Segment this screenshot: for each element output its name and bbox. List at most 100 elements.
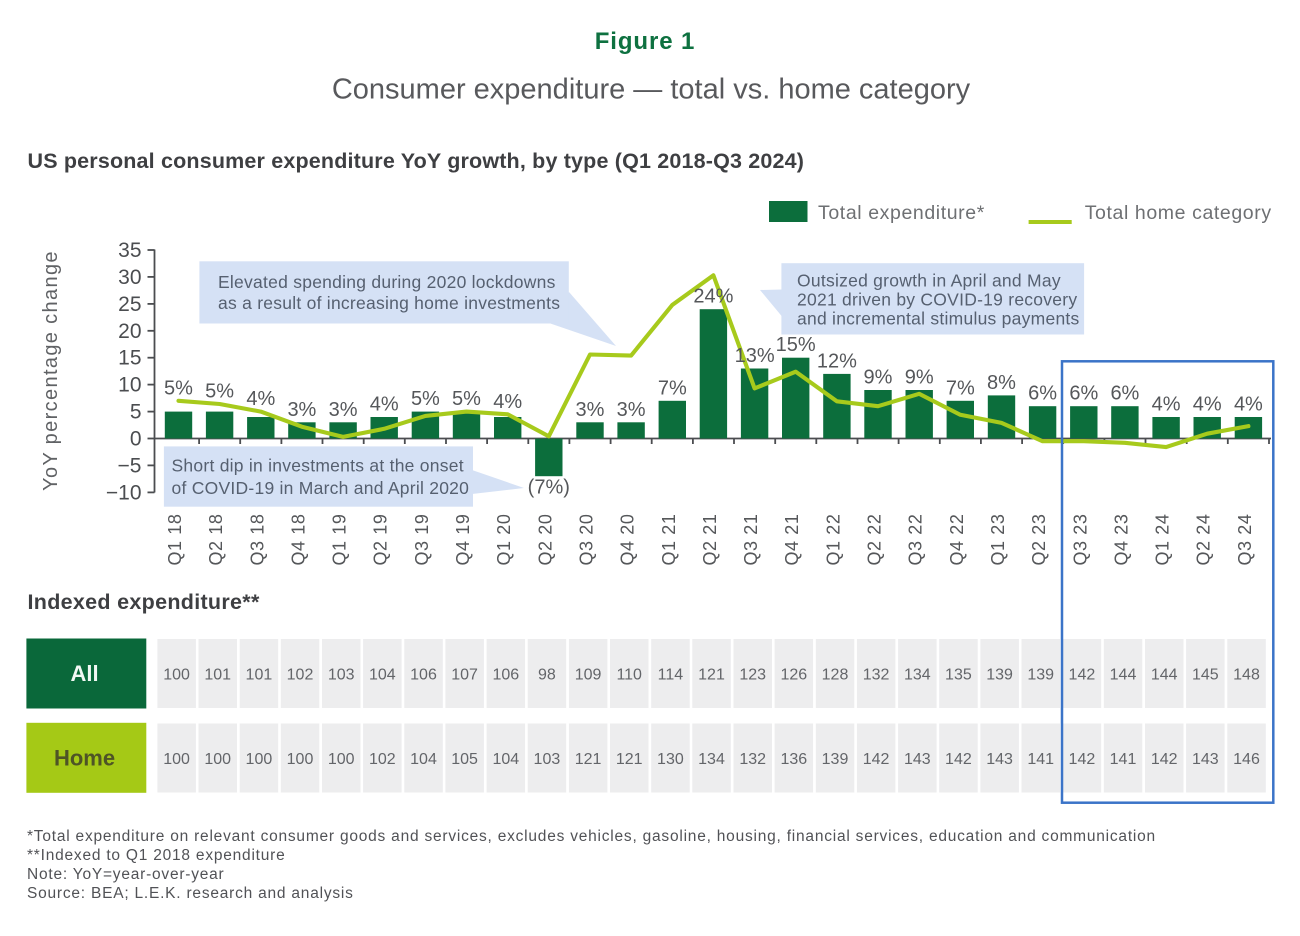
svg-text:6%: 6% bbox=[1028, 383, 1057, 405]
svg-text:3%: 3% bbox=[329, 399, 358, 421]
svg-text:106: 106 bbox=[492, 667, 519, 684]
svg-text:128: 128 bbox=[822, 667, 849, 684]
svg-text:107: 107 bbox=[451, 667, 478, 684]
svg-text:139: 139 bbox=[986, 667, 1013, 684]
svg-text:Q4 23: Q4 23 bbox=[1111, 514, 1131, 566]
svg-text:as a result of increasing home: as a result of increasing home investmen… bbox=[218, 293, 560, 313]
svg-text:134: 134 bbox=[698, 751, 725, 768]
svg-text:142: 142 bbox=[863, 751, 890, 768]
svg-text:144: 144 bbox=[1151, 667, 1178, 684]
svg-text:Source: BEA; L.E.K. research a: Source: BEA; L.E.K. research and analysi… bbox=[27, 885, 354, 902]
svg-text:103: 103 bbox=[534, 751, 561, 768]
svg-text:105: 105 bbox=[451, 751, 478, 768]
svg-text:4%: 4% bbox=[1234, 394, 1263, 416]
svg-text:104: 104 bbox=[492, 751, 519, 768]
svg-text:98: 98 bbox=[538, 667, 556, 684]
svg-text:13%: 13% bbox=[735, 345, 775, 367]
svg-text:102: 102 bbox=[369, 751, 396, 768]
svg-text:Q3 22: Q3 22 bbox=[906, 514, 926, 566]
svg-text:Q1 24: Q1 24 bbox=[1153, 514, 1173, 566]
svg-text:20: 20 bbox=[118, 320, 141, 343]
svg-text:and incremental stimulus payme: and incremental stimulus payments bbox=[797, 309, 1080, 329]
svg-text:144: 144 bbox=[1110, 667, 1137, 684]
svg-text:148: 148 bbox=[1233, 667, 1260, 684]
svg-text:Q2 24: Q2 24 bbox=[1194, 514, 1214, 566]
svg-text:Total home category: Total home category bbox=[1085, 202, 1272, 224]
svg-text:5%: 5% bbox=[452, 388, 481, 410]
svg-text:106: 106 bbox=[410, 667, 437, 684]
svg-text:Q2 22: Q2 22 bbox=[865, 514, 885, 566]
svg-text:5%: 5% bbox=[164, 377, 193, 399]
svg-text:121: 121 bbox=[616, 751, 643, 768]
svg-text:142: 142 bbox=[1151, 751, 1178, 768]
svg-text:100: 100 bbox=[287, 751, 314, 768]
svg-text:Q3 20: Q3 20 bbox=[577, 514, 597, 566]
svg-text:4%: 4% bbox=[493, 391, 522, 413]
svg-text:Q1 22: Q1 22 bbox=[823, 514, 843, 566]
svg-text:139: 139 bbox=[822, 751, 849, 768]
svg-text:Q4 18: Q4 18 bbox=[288, 514, 308, 566]
svg-text:146: 146 bbox=[1233, 751, 1260, 768]
svg-text:126: 126 bbox=[780, 667, 807, 684]
svg-text:(7%): (7%) bbox=[528, 477, 570, 499]
svg-text:3%: 3% bbox=[576, 399, 605, 421]
svg-text:121: 121 bbox=[575, 751, 602, 768]
svg-text:100: 100 bbox=[246, 751, 273, 768]
svg-text:Elevated spending during 2020: Elevated spending during 2020 lockdowns bbox=[218, 272, 556, 292]
svg-text:US personal consumer expenditu: US personal consumer expenditure YoY gro… bbox=[28, 149, 805, 173]
svg-text:Q4 22: Q4 22 bbox=[947, 514, 967, 566]
svg-text:Total expenditure*: Total expenditure* bbox=[818, 202, 985, 224]
svg-text:5%: 5% bbox=[205, 381, 234, 403]
svg-text:Q2 21: Q2 21 bbox=[700, 514, 720, 566]
svg-text:24%: 24% bbox=[693, 286, 733, 308]
svg-text:143: 143 bbox=[904, 751, 931, 768]
svg-text:104: 104 bbox=[369, 667, 396, 684]
svg-text:30: 30 bbox=[118, 266, 141, 289]
svg-text:104: 104 bbox=[410, 751, 437, 768]
svg-text:All: All bbox=[70, 661, 98, 686]
svg-text:Q3 19: Q3 19 bbox=[412, 514, 432, 566]
svg-text:−10: −10 bbox=[106, 481, 142, 504]
svg-text:Q4 19: Q4 19 bbox=[453, 514, 473, 566]
svg-text:103: 103 bbox=[328, 667, 355, 684]
svg-text:142: 142 bbox=[1069, 667, 1096, 684]
svg-text:Q1 21: Q1 21 bbox=[659, 514, 679, 566]
svg-text:114: 114 bbox=[658, 667, 684, 684]
svg-text:141: 141 bbox=[1110, 751, 1137, 768]
svg-text:145: 145 bbox=[1192, 667, 1219, 684]
svg-text:Q1 18: Q1 18 bbox=[165, 514, 185, 566]
svg-text:143: 143 bbox=[986, 751, 1013, 768]
svg-text:15: 15 bbox=[118, 347, 141, 370]
svg-text:4%: 4% bbox=[246, 388, 275, 410]
svg-text:15%: 15% bbox=[776, 334, 816, 356]
svg-text:25: 25 bbox=[118, 293, 141, 316]
svg-text:135: 135 bbox=[945, 667, 972, 684]
svg-text:Q1 23: Q1 23 bbox=[988, 514, 1008, 566]
svg-text:100: 100 bbox=[163, 751, 190, 768]
svg-text:Short dip in investments at th: Short dip in investments at the onset bbox=[172, 456, 464, 476]
svg-text:143: 143 bbox=[1192, 751, 1219, 768]
svg-text:130: 130 bbox=[657, 751, 684, 768]
svg-text:Q3 21: Q3 21 bbox=[741, 514, 761, 566]
svg-text:Q2 20: Q2 20 bbox=[535, 514, 555, 566]
svg-text:Outsized growth in April and M: Outsized growth in April and May bbox=[797, 271, 1061, 291]
svg-text:132: 132 bbox=[863, 667, 890, 684]
svg-text:109: 109 bbox=[575, 667, 602, 684]
svg-text:6%: 6% bbox=[1110, 383, 1139, 405]
svg-text:7%: 7% bbox=[658, 377, 687, 399]
svg-text:9%: 9% bbox=[905, 367, 934, 389]
svg-text:Note: YoY=year-over-year: Note: YoY=year-over-year bbox=[27, 866, 225, 883]
svg-text:5: 5 bbox=[130, 401, 142, 424]
svg-text:10: 10 bbox=[118, 374, 141, 397]
svg-text:8%: 8% bbox=[987, 372, 1016, 394]
svg-text:Q3 24: Q3 24 bbox=[1235, 514, 1255, 566]
svg-text:Q1 20: Q1 20 bbox=[494, 514, 514, 566]
svg-text:110: 110 bbox=[616, 667, 642, 684]
svg-text:Home: Home bbox=[54, 745, 115, 770]
svg-text:YoY percentage change: YoY percentage change bbox=[40, 250, 62, 491]
svg-text:**Indexed to Q1 2018 expenditu: **Indexed to Q1 2018 expenditure bbox=[27, 847, 286, 864]
svg-text:142: 142 bbox=[945, 751, 972, 768]
svg-text:5%: 5% bbox=[411, 388, 440, 410]
svg-text:101: 101 bbox=[204, 667, 231, 684]
svg-text:6%: 6% bbox=[1069, 383, 1098, 405]
